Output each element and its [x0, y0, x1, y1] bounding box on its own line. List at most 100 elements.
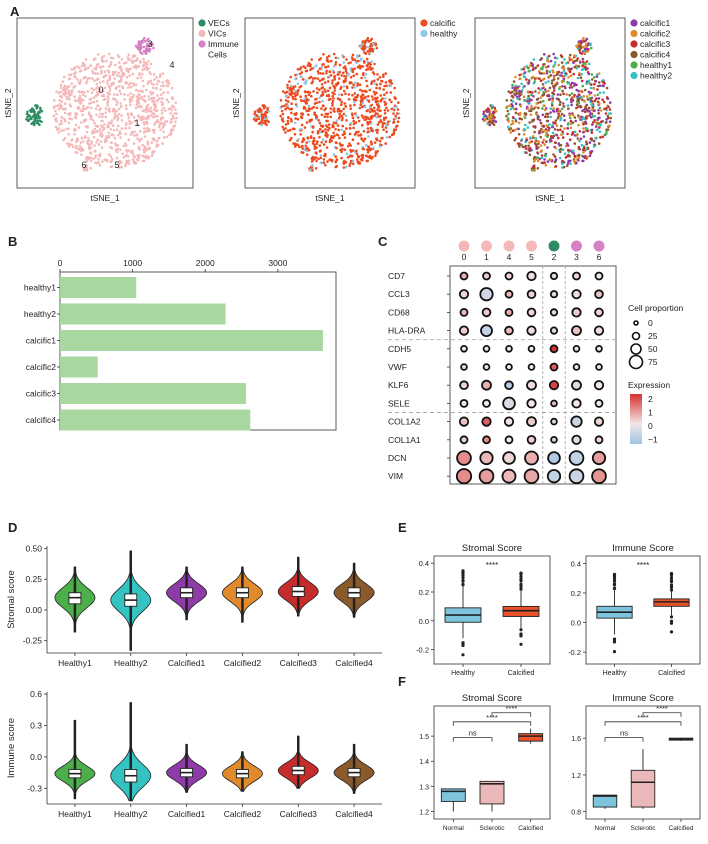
- y-tick-label: 0.4: [571, 559, 581, 568]
- tsne-cell-point: [383, 93, 386, 97]
- tsne-cell-point: [389, 84, 393, 88]
- tsne-cell-point: [536, 151, 539, 154]
- tsne-plot-3: tSNE_1tSNE_2calcific1calcific2calcific3c…: [461, 17, 672, 203]
- tsne-cell-point: [363, 137, 367, 140]
- tsne-cell-point: [286, 86, 290, 90]
- tsne-cell-point: [570, 100, 573, 104]
- tsne-cell-point: [361, 65, 365, 68]
- tsne-cell-point: [559, 147, 563, 151]
- tsne-cell-point: [551, 131, 555, 135]
- tsne-cell-point: [115, 150, 119, 154]
- tsne-cell-point: [591, 100, 594, 103]
- tsne-cell-point: [328, 86, 332, 90]
- tsne-cell-point: [343, 130, 346, 133]
- tsne-cell-point: [101, 112, 105, 116]
- tsne-cell-point: [97, 63, 100, 66]
- tsne-cell-point: [25, 112, 29, 116]
- tsne-cell-point: [383, 84, 386, 88]
- tsne-cell-point: [34, 115, 38, 119]
- tsne-cell-point: [570, 133, 574, 136]
- tsne-cell-point: [543, 158, 546, 161]
- tsne-cell-point: [290, 119, 293, 123]
- tsne-cell-point: [562, 114, 566, 117]
- tsne-cell-point: [129, 81, 133, 85]
- tsne-cell-point: [109, 63, 112, 66]
- tsne-cell-point: [108, 92, 111, 96]
- tsne-cell-point: [139, 89, 143, 93]
- tsne-cell-point: [299, 127, 303, 131]
- tsne-cell-point: [127, 116, 131, 120]
- tsne-cell-point: [582, 62, 585, 66]
- tsne-cell-point: [580, 72, 583, 76]
- tsne-cell-point: [369, 42, 373, 46]
- dot: [482, 435, 491, 445]
- tsne-cell-point: [523, 71, 527, 74]
- tsne-cell-point: [366, 155, 370, 158]
- tsne-cell-point: [370, 80, 374, 83]
- tsne-cell-point: [302, 137, 305, 140]
- tsne-cell-point: [124, 104, 128, 107]
- tsne-cell-point: [307, 148, 311, 152]
- tsne-cell-point: [566, 104, 570, 107]
- tsne-cell-point: [518, 73, 521, 77]
- tsne-cell-point: [163, 120, 167, 124]
- tsne-frame: [474, 17, 626, 189]
- tsne-cell-point: [101, 65, 105, 68]
- tsne-cell-point: [588, 141, 592, 144]
- tsne-cell-point: [320, 65, 324, 69]
- tsne-cell-point: [550, 82, 554, 85]
- tsne-cell-point: [144, 47, 148, 51]
- tsne-cell-point: [597, 109, 600, 112]
- tsne-cell-point: [137, 93, 141, 96]
- tsne-cell-point: [38, 116, 42, 119]
- tsne-cell-point: [527, 66, 530, 70]
- tsne-cell-point: [38, 111, 41, 114]
- tsne-cell-point: [385, 84, 389, 88]
- tsne-cell-point: [148, 129, 151, 133]
- tsne-cell-point: [492, 114, 495, 117]
- tsne-cell-point: [96, 72, 100, 75]
- tsne-cell-point: [141, 98, 145, 102]
- tsne-cell-point: [298, 68, 302, 71]
- tsne-cell-point: [549, 158, 552, 161]
- tsne-cell-point: [385, 124, 388, 127]
- tsne-cell-point: [31, 115, 34, 118]
- tsne-cell-point: [59, 86, 63, 90]
- tsne-cell-point: [391, 133, 395, 136]
- tsne-cell-point: [321, 129, 325, 133]
- x-tick-label-Healthy2: Healthy2: [114, 809, 148, 819]
- tsne-cell-point: [58, 123, 61, 126]
- tsne-cell-point: [363, 89, 367, 93]
- tsne-cell-point: [118, 61, 121, 64]
- tsne-cell-point: [99, 124, 103, 127]
- tsne-cell-point: [537, 142, 540, 146]
- tsne-cell-point: [104, 158, 108, 161]
- tsne-cell-point: [322, 53, 325, 56]
- tsne-cell-point: [132, 54, 135, 57]
- tsne-cell-point: [544, 90, 548, 93]
- boxplot-title: Immune Score: [612, 693, 674, 704]
- bar-calcific3: [60, 383, 246, 404]
- tsne-cell-point: [581, 60, 585, 64]
- tsne-cell-point: [556, 93, 560, 96]
- tsne-cell-point: [321, 138, 325, 142]
- tsne-cell-point: [575, 106, 578, 110]
- tsne-cell-point: [108, 89, 112, 92]
- tsne-cell-point: [585, 82, 588, 86]
- tsne-cell-point: [108, 134, 111, 138]
- tsne-cell-point: [582, 36, 585, 40]
- tsne-cell-point: [103, 138, 107, 142]
- tsne-cell-point: [544, 163, 548, 167]
- tsne-cell-point: [130, 121, 134, 124]
- tsne-cell-point: [586, 155, 589, 159]
- tsne-cell-point: [539, 100, 542, 104]
- tsne-cell-point: [311, 155, 315, 159]
- tsne-cell-point: [602, 100, 606, 104]
- tsne-cell-point: [609, 116, 613, 120]
- tsne-cell-point: [560, 61, 564, 64]
- tsne-cell-point: [95, 141, 98, 144]
- tsne-cell-point: [523, 99, 527, 103]
- tsne-cell-point: [584, 45, 587, 48]
- tsne-cell-point: [89, 97, 93, 101]
- tsne-cell-point: [86, 158, 89, 162]
